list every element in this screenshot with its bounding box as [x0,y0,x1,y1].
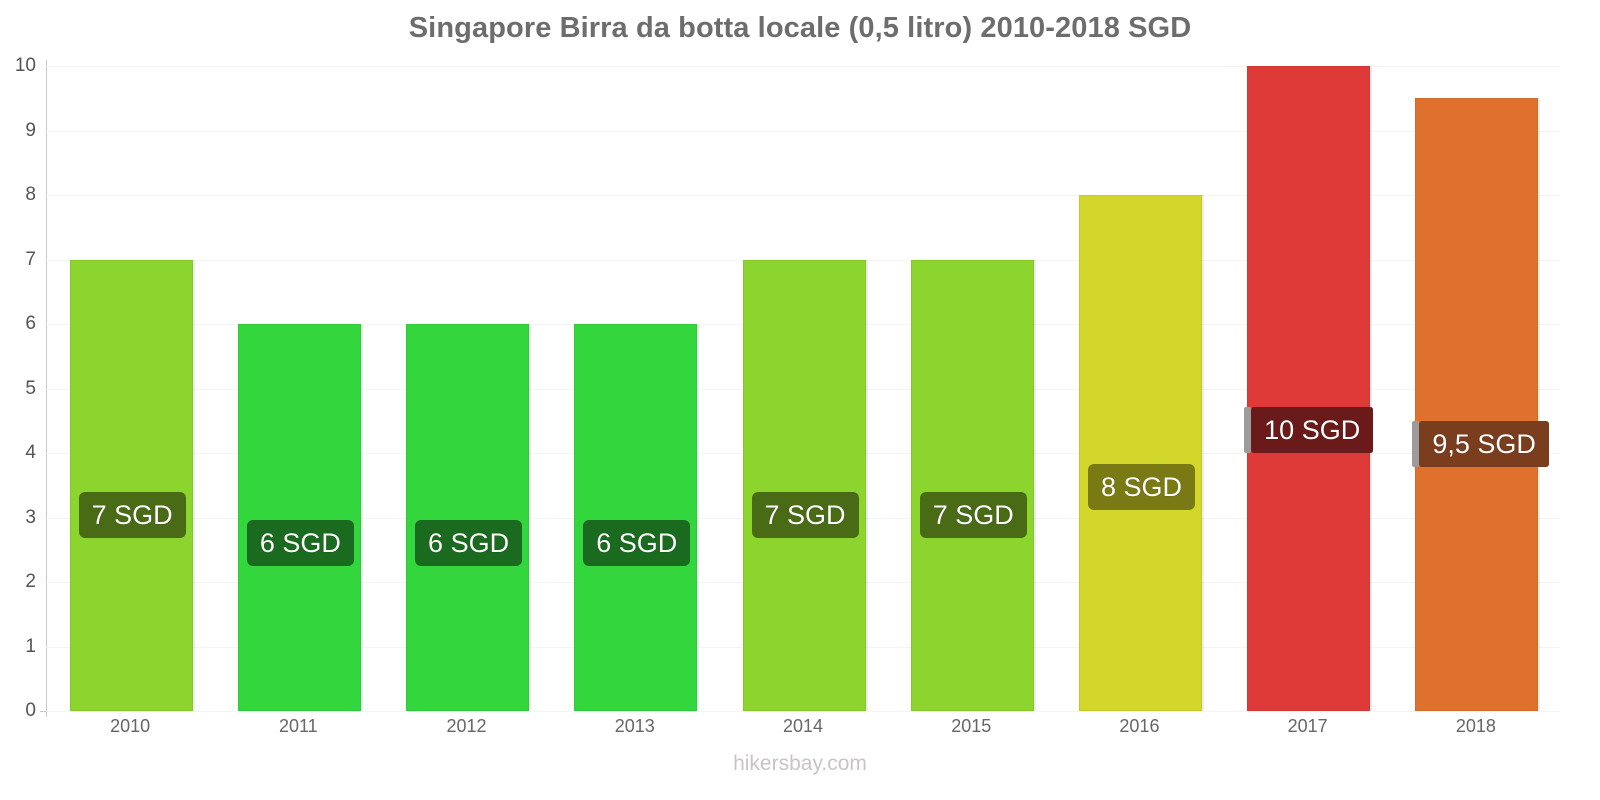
bar[interactable] [910,259,1034,711]
x-axis-tick-label: 2012 [446,716,487,736]
x-axis-tick-label: 2017 [1287,716,1328,736]
x-axis-tick-label: 2015 [951,716,992,736]
y-axis-tick-label: 0 [25,700,36,721]
gridline [46,66,1560,67]
bar-shadow [697,324,700,711]
y-axis-tick-label: 5 [25,377,36,399]
y-axis-tick-label: 7 [25,248,36,270]
bar[interactable] [574,324,698,711]
bar-value-label: 8 SGD [1087,463,1195,510]
bar-value-label: 7 SGD [919,491,1027,538]
bar-shadow [192,259,195,711]
bar-shadow [1033,259,1036,711]
y-axis-tick-label: 1 [25,635,36,657]
bar-shadow [360,324,363,711]
x-axis-tick-label: 2010 [110,716,151,736]
badge-edge-left [1412,421,1420,468]
y-axis-tick-label: 10 [14,55,36,76]
bar[interactable] [69,259,193,711]
bar-value-label: 6 SGD [246,519,354,566]
x-axis-tick-label: 2011 [278,716,318,736]
bar-value-label: 6 SGD [583,519,691,566]
bar-shadow [865,259,868,711]
source-watermark: hikersbay.com [733,752,867,775]
bar-value-label: 10 SGD [1251,407,1374,454]
x-axis-tick-label: 2013 [614,716,655,736]
y-axis-tick-label: 3 [25,506,36,528]
page-title: Singapore Birra da botta locale (0,5 lit… [408,12,1192,44]
y-axis-tick-label: 9 [25,119,36,141]
bar[interactable] [742,259,866,711]
gridline [46,195,1560,196]
bar-shadow [1538,98,1541,711]
bar-shadow [1201,195,1204,711]
y-axis-tick-label: 8 [25,184,36,205]
bar[interactable] [1078,195,1202,711]
x-axis-tick-label: 2014 [782,716,824,736]
bar[interactable] [1415,98,1539,711]
bar-shadow [529,324,532,711]
x-axis-tick-label: 2016 [1119,716,1160,736]
x-axis-tick-label: 2018 [1455,716,1496,736]
bar-value-label: 7 SGD [751,491,859,538]
bar-value-label: 9,5 SGD [1419,421,1549,468]
bar[interactable] [406,324,530,711]
bar[interactable] [1247,66,1371,711]
gridline [46,130,1560,132]
badge-edge-left [1244,407,1252,454]
y-axis-tick-label: 6 [25,313,36,334]
gridline [46,711,1560,712]
bar-shadow [1370,66,1373,711]
y-axis-tick-label: 2 [25,571,36,592]
y-axis-tick-label: 4 [25,442,36,463]
bar-value-label: 6 SGD [415,519,523,566]
bar-value-label: 7 SGD [78,491,186,538]
bar[interactable] [237,324,361,711]
